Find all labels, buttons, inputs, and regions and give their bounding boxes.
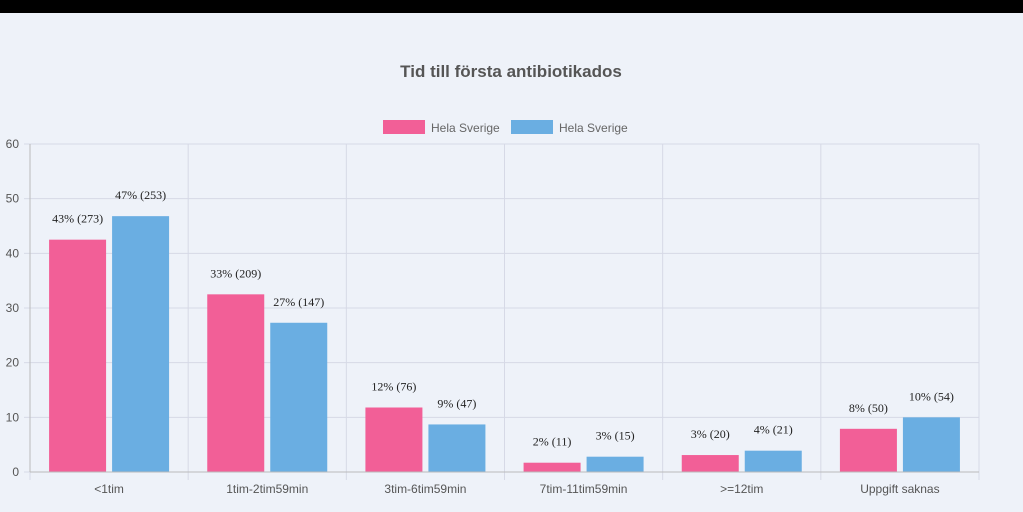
bars bbox=[49, 216, 960, 472]
data-label: 8% (50) bbox=[849, 401, 888, 415]
y-tick-label: 40 bbox=[6, 246, 20, 260]
data-labels: 43% (273) 33% (209) 12% (76) 2% (11) 3% (20)… bbox=[52, 188, 954, 449]
top-bar bbox=[0, 0, 1023, 13]
y-tick-label: 30 bbox=[6, 301, 20, 315]
x-tick-label: 3tim-6tim59min bbox=[384, 482, 466, 496]
chart-title: Tid till första antibiotikados bbox=[400, 62, 622, 81]
legend-label-series-1[interactable]: Hela Sverige bbox=[431, 121, 500, 135]
bar-series-1[interactable] bbox=[365, 407, 423, 472]
legend: Hela Sverige Hela Sverige bbox=[383, 120, 628, 135]
y-tick-label: 60 bbox=[6, 137, 20, 151]
data-label: 10% (54) bbox=[909, 389, 954, 403]
x-tick-label: <1tim bbox=[94, 482, 124, 496]
y-tick-label: 0 bbox=[12, 465, 19, 479]
legend-swatch-series-2[interactable] bbox=[511, 120, 553, 134]
bar-series-2[interactable] bbox=[112, 216, 170, 472]
bar-series-1[interactable] bbox=[49, 239, 107, 472]
bar-series-1[interactable] bbox=[207, 294, 265, 472]
x-tick-label: Uppgift saknas bbox=[860, 482, 939, 496]
y-tick-label: 20 bbox=[6, 356, 20, 370]
y-tick-label: 10 bbox=[6, 410, 20, 424]
data-label: 4% (21) bbox=[754, 423, 793, 437]
data-label: 2% (11) bbox=[533, 435, 572, 449]
bar-series-2[interactable] bbox=[586, 456, 644, 472]
data-label: 9% (47) bbox=[437, 396, 476, 410]
data-label: 47% (253) bbox=[115, 188, 166, 202]
data-label: 33% (209) bbox=[210, 266, 261, 280]
bar-series-1[interactable] bbox=[839, 428, 897, 472]
bar-series-2[interactable] bbox=[744, 450, 802, 472]
x-tick-label: >=12tim bbox=[720, 482, 763, 496]
data-label: 12% (76) bbox=[371, 379, 416, 393]
legend-swatch-series-1[interactable] bbox=[383, 120, 425, 134]
bar-series-2[interactable] bbox=[428, 424, 486, 472]
bar-series-2[interactable] bbox=[902, 417, 960, 472]
data-label: 27% (147) bbox=[273, 295, 324, 309]
legend-label-series-2[interactable]: Hela Sverige bbox=[559, 121, 628, 135]
data-label: 43% (273) bbox=[52, 212, 103, 226]
bar-series-1[interactable] bbox=[523, 462, 581, 472]
data-label: 3% (20) bbox=[691, 427, 730, 441]
x-tick-label: 7tim-11tim59min bbox=[540, 482, 628, 496]
y-tick-label: 50 bbox=[6, 192, 20, 206]
axes: 0 10 20 30 40 50 60 <1tim 1tim-2tim59min 3tim-6ti… bbox=[6, 137, 979, 496]
bar-series-1[interactable] bbox=[681, 455, 739, 472]
data-label: 3% (15) bbox=[596, 429, 635, 443]
x-tick-label: 1tim-2tim59min bbox=[226, 482, 308, 496]
bar-series-2[interactable] bbox=[270, 322, 328, 472]
